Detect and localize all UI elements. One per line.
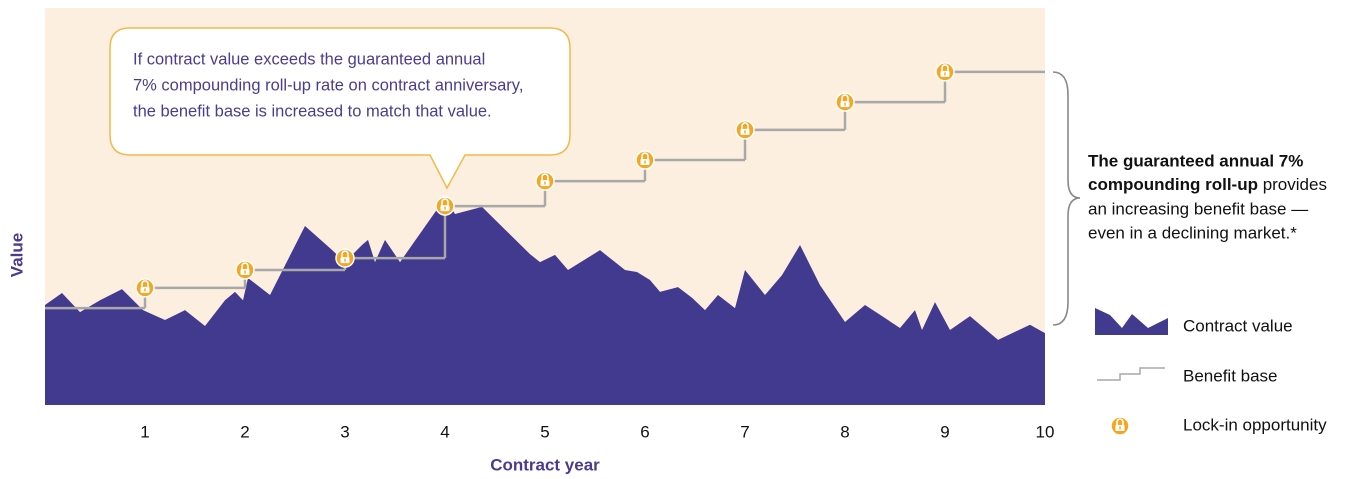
lock-marker — [235, 260, 255, 280]
annotation-text: provides — [1258, 175, 1327, 194]
x-tick-label: 9 — [940, 422, 949, 441]
lock-marker — [735, 120, 755, 140]
lock-marker — [635, 150, 655, 170]
x-tick-label: 2 — [240, 422, 249, 441]
annotation-text: even in a declining market.* — [1088, 223, 1297, 242]
lock-shackle — [341, 250, 349, 258]
x-tick-label: 7 — [740, 422, 749, 441]
lock-shackle — [641, 152, 649, 160]
lock-keyhole — [444, 206, 446, 210]
x-axis-label: Contract year — [490, 455, 600, 474]
x-tick-label: 8 — [840, 422, 849, 441]
legend-label: Contract value — [1183, 316, 1293, 335]
callout-box — [109, 27, 571, 190]
callout-line: 7% compounding roll-up rate on contract … — [133, 76, 523, 94]
lock-shackle — [841, 94, 849, 102]
annotation-text: an increasing benefit base — — [1088, 199, 1308, 218]
brace — [1052, 71, 1081, 326]
x-tick-label: 1 — [140, 422, 149, 441]
lock-keyhole — [544, 181, 546, 185]
lock-marker — [335, 248, 355, 268]
lock-marker — [835, 92, 855, 112]
lock-marker — [135, 278, 155, 298]
x-tick-label: 10 — [1036, 422, 1055, 441]
lock-keyhole — [944, 72, 946, 76]
lock-keyhole — [1119, 426, 1121, 430]
lock-marker — [535, 171, 555, 191]
annotation-bold: compounding roll-up — [1088, 175, 1258, 194]
y-axis-label: Value — [7, 233, 26, 277]
lock-shackle — [1116, 418, 1124, 425]
lock-keyhole — [644, 160, 646, 164]
lock-marker — [435, 196, 455, 216]
lock-shackle — [241, 262, 249, 270]
callout-line: If contract value exceeds the guaranteed… — [133, 50, 485, 68]
annotation-bold: The guaranteed annual 7% — [1088, 151, 1303, 170]
area — [45, 198, 1045, 405]
x-tick-label: 4 — [440, 422, 449, 441]
lock-keyhole — [244, 270, 246, 274]
lock-keyhole — [344, 258, 346, 262]
lock-shackle — [741, 122, 749, 129]
annotation-line: compounding roll-up provides — [1088, 175, 1327, 194]
lock-shackle — [541, 173, 549, 181]
lock-marker — [935, 62, 955, 82]
marks — [45, 62, 1045, 405]
x-tick-label: 5 — [540, 422, 549, 441]
lock-keyhole — [844, 102, 846, 106]
lock-shackle — [141, 280, 149, 287]
legend-label: Benefit base — [1183, 366, 1278, 385]
lock-keyhole — [744, 130, 746, 134]
lock-shackle — [941, 64, 949, 71]
lock-shackle — [441, 198, 449, 206]
x-tick-label: 3 — [340, 422, 349, 441]
x-tick-label: 6 — [640, 422, 649, 441]
legend-step-icon — [1097, 367, 1165, 381]
legend-label: Lock-in opportunity — [1183, 415, 1327, 434]
legend-lock-icon — [1110, 416, 1130, 436]
lock-keyhole — [144, 288, 146, 292]
callout-line: the benefit base is increased to match t… — [133, 102, 492, 120]
legend-area-icon — [1095, 308, 1168, 335]
